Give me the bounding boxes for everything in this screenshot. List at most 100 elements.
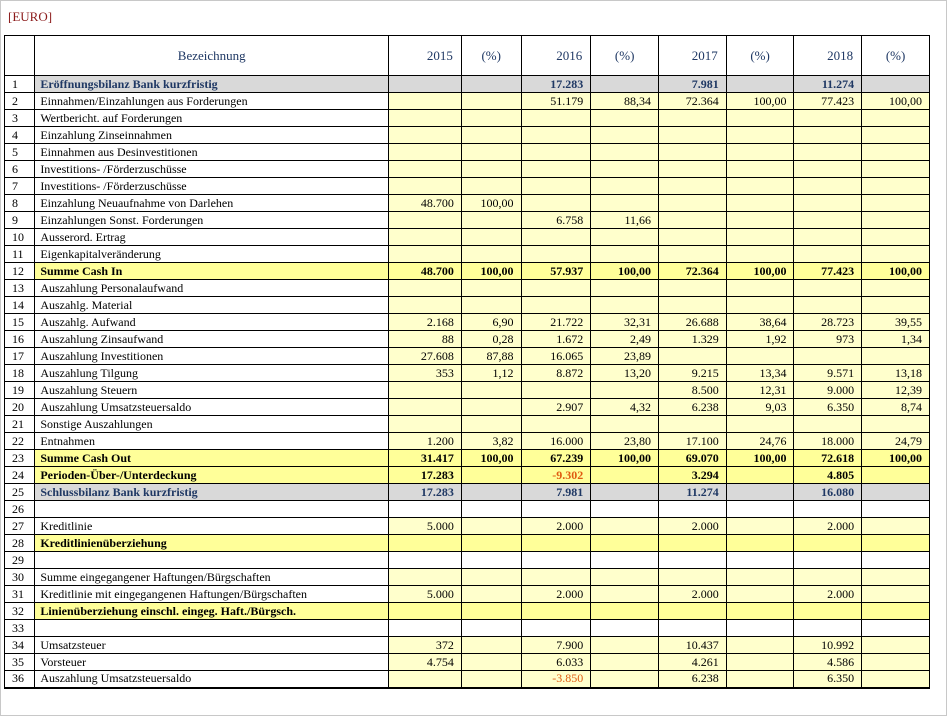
value-cell[interactable]: 77.423 (793, 262, 863, 280)
value-cell[interactable] (388, 619, 462, 637)
percent-cell[interactable] (460, 415, 522, 433)
percent-cell[interactable] (725, 143, 795, 161)
value-cell[interactable]: 17.100 (658, 432, 727, 450)
row-label-cell[interactable] (34, 500, 390, 518)
row-number-cell[interactable]: 13 (3, 279, 36, 297)
row-label-cell[interactable]: Auszahlung Steuern (34, 381, 390, 399)
value-cell[interactable] (388, 602, 462, 620)
value-cell[interactable]: 4.805 (793, 466, 863, 484)
percent-cell[interactable] (861, 143, 930, 161)
percent-cell[interactable] (590, 500, 660, 518)
percent-cell[interactable]: 24,76 (725, 432, 795, 450)
value-cell[interactable]: 28.723 (793, 313, 863, 331)
value-cell[interactable] (520, 534, 592, 552)
value-cell[interactable] (388, 92, 462, 110)
percent-cell[interactable] (725, 194, 795, 212)
value-cell[interactable] (793, 347, 863, 365)
percent-cell[interactable] (590, 160, 660, 178)
row-label-cell[interactable]: Investitions- /Förderzuschüsse (34, 160, 390, 178)
percent-cell[interactable] (590, 415, 660, 433)
percent-cell[interactable] (590, 670, 660, 688)
value-cell[interactable]: 973 (793, 330, 863, 348)
percent-cell[interactable] (460, 398, 522, 416)
value-cell[interactable] (520, 415, 592, 433)
percent-cell[interactable]: 8,74 (861, 398, 930, 416)
value-cell[interactable]: 21.722 (520, 313, 592, 331)
percent-cell[interactable] (725, 602, 795, 620)
column-header[interactable]: 2018 (793, 35, 863, 76)
percent-cell[interactable] (725, 653, 795, 671)
percent-cell[interactable]: 1,12 (460, 364, 522, 382)
value-cell[interactable]: -3.850 (520, 670, 592, 688)
value-cell[interactable] (793, 551, 863, 569)
percent-cell[interactable] (861, 585, 930, 603)
row-label-cell[interactable]: Auszahlung Umsatzsteuersaldo (34, 398, 390, 416)
value-cell[interactable]: 8.872 (520, 364, 592, 382)
value-cell[interactable]: 16.080 (793, 483, 863, 501)
percent-cell[interactable] (861, 517, 930, 535)
value-cell[interactable]: 6.238 (658, 398, 727, 416)
percent-cell[interactable]: 100,00 (861, 262, 930, 280)
value-cell[interactable]: 2.000 (793, 585, 863, 603)
percent-cell[interactable]: 13,20 (590, 364, 660, 382)
value-cell[interactable] (793, 126, 863, 144)
value-cell[interactable]: 16.000 (520, 432, 592, 450)
value-cell[interactable]: 11.274 (658, 483, 727, 501)
row-label-cell[interactable]: Kreditlinie (34, 517, 390, 535)
value-cell[interactable]: 26.688 (658, 313, 727, 331)
value-cell[interactable] (520, 619, 592, 637)
row-label-cell[interactable]: Perioden-Über-/Unterdeckung (34, 466, 390, 484)
percent-cell[interactable] (725, 245, 795, 263)
percent-cell[interactable]: 4,32 (590, 398, 660, 416)
value-cell[interactable] (658, 245, 727, 263)
value-cell[interactable]: 11.274 (793, 75, 863, 93)
value-cell[interactable]: 72.618 (793, 449, 863, 467)
percent-cell[interactable] (460, 670, 522, 688)
percent-cell[interactable] (590, 653, 660, 671)
value-cell[interactable] (388, 245, 462, 263)
value-cell[interactable] (520, 296, 592, 314)
percent-cell[interactable] (460, 466, 522, 484)
value-cell[interactable] (388, 381, 462, 399)
percent-cell[interactable]: 1,92 (725, 330, 795, 348)
value-cell[interactable] (793, 228, 863, 246)
percent-cell[interactable] (460, 279, 522, 297)
row-number-cell[interactable]: 30 (3, 568, 36, 586)
value-cell[interactable]: 6.758 (520, 211, 592, 229)
percent-cell[interactable] (460, 602, 522, 620)
percent-cell[interactable] (861, 211, 930, 229)
row-label-cell[interactable]: Auszahlg. Aufwand (34, 313, 390, 331)
percent-cell[interactable] (725, 466, 795, 484)
row-number-cell[interactable]: 7 (3, 177, 36, 195)
value-cell[interactable]: 10.992 (793, 636, 863, 654)
column-header[interactable]: 2016 (520, 35, 592, 76)
percent-cell[interactable] (861, 500, 930, 518)
value-cell[interactable] (388, 568, 462, 586)
percent-cell[interactable] (861, 466, 930, 484)
percent-cell[interactable] (725, 500, 795, 518)
value-cell[interactable] (793, 109, 863, 127)
percent-cell[interactable] (861, 160, 930, 178)
value-cell[interactable]: 6.238 (658, 670, 727, 688)
row-number-cell[interactable]: 10 (3, 228, 36, 246)
percent-cell[interactable]: 6,90 (460, 313, 522, 331)
percent-cell[interactable] (861, 534, 930, 552)
row-label-cell[interactable]: Kreditlinie mit eingegangenen Haftungen/… (34, 585, 390, 603)
value-cell[interactable] (793, 500, 863, 518)
row-label-cell[interactable]: Wertbericht. auf Forderungen (34, 109, 390, 127)
value-cell[interactable] (388, 143, 462, 161)
value-cell[interactable] (388, 126, 462, 144)
percent-cell[interactable] (590, 568, 660, 586)
percent-cell[interactable]: 100,00 (725, 262, 795, 280)
percent-cell[interactable] (590, 245, 660, 263)
value-cell[interactable]: 9.571 (793, 364, 863, 382)
row-label-cell[interactable]: Linienüberziehung einschl. eingeg. Haft.… (34, 602, 390, 620)
percent-cell[interactable] (725, 279, 795, 297)
row-label-cell[interactable]: Einzahlung Zinseinnahmen (34, 126, 390, 144)
value-cell[interactable] (658, 296, 727, 314)
value-cell[interactable]: 48.700 (388, 262, 462, 280)
percent-cell[interactable]: 0,28 (460, 330, 522, 348)
percent-cell[interactable] (460, 228, 522, 246)
percent-cell[interactable] (725, 296, 795, 314)
value-cell[interactable]: 4.586 (793, 653, 863, 671)
